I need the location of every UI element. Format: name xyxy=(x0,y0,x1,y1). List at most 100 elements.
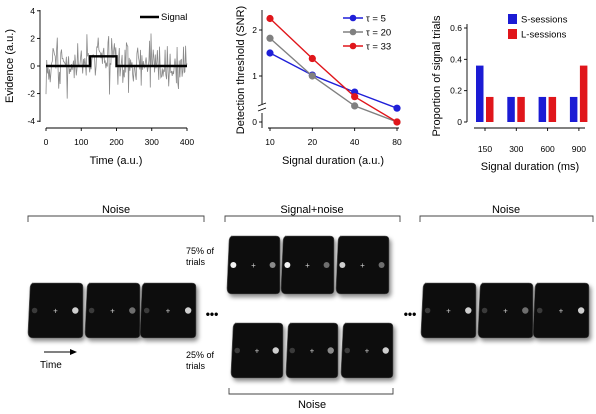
left-stimulus xyxy=(339,262,346,268)
data-point xyxy=(351,102,359,110)
left-stimulus xyxy=(234,347,241,354)
screen-panel xyxy=(285,322,339,379)
segment-label-noise-left: Noise xyxy=(102,204,130,216)
right-stimulus xyxy=(465,307,472,314)
fixation-cross-icon: + xyxy=(251,261,256,270)
data-point xyxy=(266,49,274,57)
x-axis-label: Signal duration (a.u.) xyxy=(282,155,384,167)
data-point xyxy=(266,14,274,23)
pct-75-line1: 75% of xyxy=(186,246,215,256)
y-tick-label: 1 xyxy=(252,71,257,81)
legend: S-sessions L-sessions xyxy=(508,14,568,41)
x-tick-label: 10 xyxy=(265,137,275,147)
fixation-cross-icon: + xyxy=(503,307,508,316)
bracket-noise-left xyxy=(27,215,205,222)
x-tick-label: 600 xyxy=(541,144,555,154)
fixation-cross-icon: + xyxy=(310,347,315,356)
ellipsis-left: ••• xyxy=(206,307,219,321)
legend-label: τ = 5 xyxy=(366,14,386,25)
bracket-noise-right xyxy=(419,215,594,222)
left-stimulus xyxy=(481,307,488,314)
x-tick-label: 200 xyxy=(109,137,123,147)
fixation-cross-icon: + xyxy=(360,261,365,270)
screen-panel xyxy=(335,235,390,295)
fixation-cross-icon: + xyxy=(110,307,115,316)
screen-panel xyxy=(532,282,590,339)
bar xyxy=(486,96,494,122)
screen-panel xyxy=(477,282,534,339)
y-axis-label: Evidence (a.u.) xyxy=(4,29,16,103)
trial-screen: + xyxy=(285,322,339,379)
bar xyxy=(538,96,547,122)
data-point xyxy=(351,93,359,101)
legend-label: τ = 33 xyxy=(366,42,391,53)
evidence-panel: -4 -2 0 2 4 0 100 200 300 400 Evidence (a.u.) Ti… xyxy=(4,6,194,167)
bar xyxy=(569,96,578,122)
bar xyxy=(507,96,515,122)
legend-label-signal: Signal xyxy=(161,12,187,23)
left-stimulus xyxy=(536,307,543,314)
trial-screen: + xyxy=(27,282,84,339)
x-tick-label: 0 xyxy=(44,137,49,147)
left-stimulus xyxy=(284,262,291,268)
legend-label: τ = 20 xyxy=(366,28,391,39)
x-tick-label: 900 xyxy=(572,144,586,154)
proportion-panel: 0 0.2 0.4 0.6 150 300 600 900 Proportion of si… xyxy=(431,14,588,173)
left-stimulus xyxy=(31,307,38,314)
left-stimulus xyxy=(230,262,237,268)
ellipsis-right: ••• xyxy=(404,307,417,321)
y-tick-label: 2 xyxy=(252,25,257,35)
y-tick-label: 0.6 xyxy=(450,23,462,33)
y-tick-label: 2 xyxy=(30,33,35,43)
pct-25-line1: 25% of xyxy=(186,350,215,360)
y-tick-label: 0.2 xyxy=(450,86,462,96)
signal-line xyxy=(46,55,187,68)
legend-label: S-sessions xyxy=(521,15,568,26)
trial-screen: + xyxy=(532,282,590,339)
y-ticks: 0 1 2 xyxy=(252,25,262,127)
x-tick-label: 400 xyxy=(180,137,194,147)
x-tick-label: 40 xyxy=(350,137,360,147)
fixation-cross-icon: + xyxy=(53,307,58,316)
screen-panel xyxy=(420,282,477,339)
trial-diagram: Noise Signal+noise Noise Noise 75% of tr… xyxy=(27,204,594,411)
trial-screen: + xyxy=(477,282,534,339)
series-line xyxy=(269,37,398,123)
y-tick-label: -4 xyxy=(27,116,35,126)
right-stimulus xyxy=(323,262,330,268)
legend-label: L-sessions xyxy=(521,30,567,41)
right-stimulus xyxy=(129,307,136,314)
legend-swatch xyxy=(508,29,517,39)
x-axis-label: Time (a.u.) xyxy=(90,155,143,167)
left-stimulus xyxy=(143,307,150,314)
right-stimulus xyxy=(184,307,192,314)
left-stimulus xyxy=(289,347,296,354)
screens: + + + + + + + + + + + + xyxy=(27,235,590,379)
y-tick-label: 4 xyxy=(30,6,35,16)
data-point xyxy=(393,104,401,112)
screen-panel xyxy=(84,282,141,339)
bar xyxy=(579,65,588,122)
trial-screen: + xyxy=(335,235,390,295)
bar xyxy=(476,65,484,122)
x-axis-label: Signal duration (ms) xyxy=(481,161,579,173)
y-axis-label: Proportion of signal trials xyxy=(431,15,443,137)
screen-panel xyxy=(226,235,281,295)
screen-panel xyxy=(139,282,197,339)
fixation-cross-icon: + xyxy=(365,347,370,356)
legend-marker xyxy=(349,28,357,36)
data-point xyxy=(266,34,274,42)
x-tick-label: 100 xyxy=(74,137,88,147)
fixation-cross-icon: + xyxy=(255,347,260,356)
series-line xyxy=(269,17,398,123)
x-ticks: 0 100 200 300 400 xyxy=(44,128,194,147)
x-tick-label: 150 xyxy=(478,144,492,154)
bar xyxy=(517,96,525,122)
right-stimulus xyxy=(327,347,334,354)
legend-marker xyxy=(349,14,357,22)
axis-break-icon xyxy=(257,102,267,112)
x-tick-label: 300 xyxy=(145,137,159,147)
bars xyxy=(476,65,588,122)
right-stimulus xyxy=(577,307,585,314)
data-point xyxy=(393,118,401,126)
